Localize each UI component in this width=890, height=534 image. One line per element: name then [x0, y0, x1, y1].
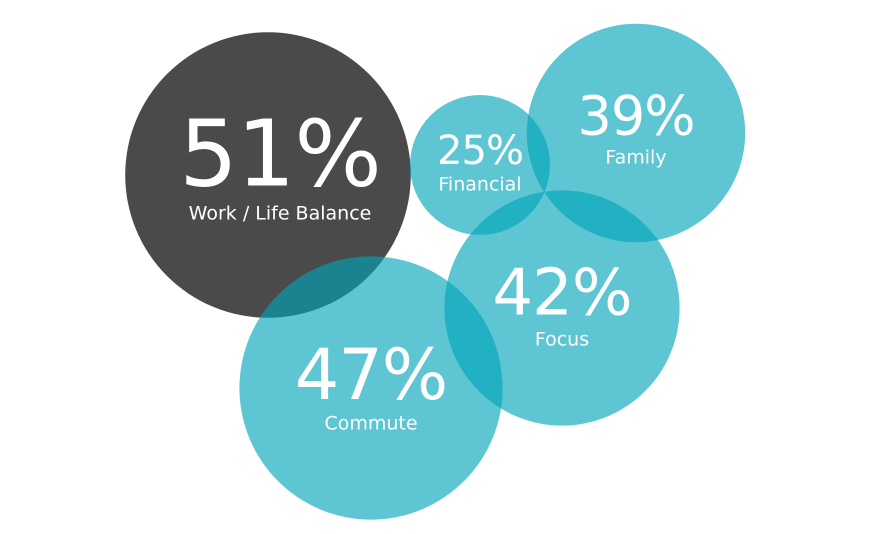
category-label: Work / Life Balance — [189, 203, 372, 225]
value-label: 25% — [437, 128, 523, 174]
value-label: 42% — [492, 257, 631, 331]
category-label: Commute — [324, 413, 417, 435]
bubble — [125, 32, 411, 318]
bubble — [239, 256, 503, 520]
bubbles — [125, 23, 746, 520]
value-label: 51% — [179, 100, 380, 207]
category-label: Family — [605, 147, 666, 169]
category-label: Focus — [535, 329, 589, 351]
bubble-labels: 51%Work / Life Balance 25%Financial 39%Fam… — [179, 85, 695, 435]
bubble — [444, 190, 680, 426]
bubble — [410, 95, 550, 235]
bubble — [526, 23, 746, 243]
value-label: 47% — [295, 334, 448, 416]
value-label: 39% — [577, 85, 694, 148]
category-label: Financial — [438, 174, 521, 196]
